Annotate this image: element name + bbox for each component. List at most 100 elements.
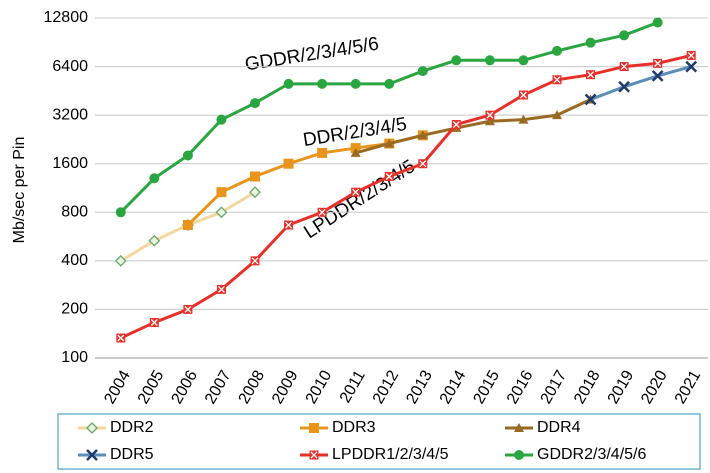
- y-tick-label: 800: [61, 204, 88, 221]
- marker-cross: [486, 111, 494, 119]
- series-line: [590, 65, 692, 101]
- marker: [651, 70, 664, 82]
- marker: [417, 66, 428, 77]
- marker: [350, 78, 361, 89]
- marker: [619, 30, 630, 41]
- marker: [685, 60, 698, 73]
- series-line: [120, 53, 692, 340]
- y-tick-label: 1600: [52, 155, 88, 172]
- marker-cross: [217, 285, 225, 293]
- marker: [216, 187, 227, 198]
- marker-cross: [184, 305, 192, 313]
- marker: [114, 254, 127, 267]
- legend-marker: [514, 450, 524, 460]
- marker: [317, 207, 327, 217]
- legend-marker: [309, 450, 319, 460]
- marker: [484, 116, 495, 126]
- marker: [585, 37, 596, 48]
- marker: [418, 159, 428, 169]
- marker: [484, 55, 495, 66]
- x-tick-label: 2021: [672, 368, 705, 407]
- marker: [652, 17, 663, 28]
- marker: [182, 150, 193, 161]
- y-tick-label: 200: [61, 301, 88, 318]
- x-tick-label: 2006: [168, 368, 201, 407]
- marker-cross: [117, 334, 125, 342]
- marker: [384, 138, 395, 148]
- marker: [518, 90, 528, 100]
- marker: [384, 172, 394, 182]
- marker: [283, 158, 294, 169]
- marker-cross: [419, 160, 427, 168]
- marker-cross: [587, 71, 595, 79]
- x-tick-label: 2008: [236, 368, 269, 407]
- marker: [115, 207, 126, 218]
- x-tick-label: 2016: [504, 368, 537, 407]
- legend-label: GDDR2/3/4/5/6: [537, 446, 646, 463]
- y-tick-label: 100: [61, 349, 88, 366]
- marker: [250, 98, 260, 109]
- x-tick-label: 2018: [571, 368, 604, 407]
- x-tick-label: 2007: [202, 368, 235, 407]
- marker-cross: [310, 451, 318, 459]
- x-tick-label: 2004: [101, 368, 134, 407]
- marker: [216, 114, 227, 125]
- series-line: [355, 98, 592, 155]
- legend-marker: [86, 449, 98, 461]
- marker: [618, 80, 630, 93]
- marker: [619, 62, 629, 72]
- marker: [284, 220, 294, 230]
- x-tick-label: 2020: [638, 368, 671, 407]
- marker-cross: [318, 208, 326, 216]
- x-tick-label: 2014: [437, 368, 470, 407]
- x-tick-label: 2009: [269, 368, 302, 407]
- y-axis-label: Mb/sec per Pin: [11, 137, 28, 244]
- legend-marker: [514, 423, 524, 432]
- marker: [317, 78, 328, 89]
- marker: [149, 173, 160, 184]
- legend-label: DDR4: [537, 419, 581, 436]
- marker: [216, 284, 226, 294]
- marker: [350, 147, 361, 157]
- marker-cross: [150, 319, 158, 326]
- marker: [586, 70, 596, 80]
- marker: [182, 220, 193, 231]
- marker: [584, 93, 597, 106]
- x-tick-label: 2011: [337, 368, 369, 406]
- y-tick-label: 400: [61, 252, 88, 269]
- legend-label: DDR5: [110, 446, 154, 463]
- marker: [384, 78, 395, 89]
- marker: [552, 110, 562, 120]
- marker: [250, 256, 260, 266]
- marker-cross: [553, 76, 561, 84]
- marker: [518, 55, 529, 66]
- marker: [653, 58, 663, 68]
- marker-cross: [519, 91, 527, 99]
- marker: [451, 119, 461, 129]
- marker: [317, 147, 328, 158]
- legend-label: LPDDR1/2/3/4/5: [332, 446, 449, 463]
- marker-cross: [385, 173, 393, 180]
- x-tick-label: 2015: [470, 368, 503, 407]
- x-tick-label: 2010: [303, 368, 336, 407]
- legend-label: DDR2: [110, 419, 154, 436]
- marker-cross: [251, 257, 259, 265]
- x-tick-label: 2017: [538, 368, 571, 407]
- annotation: LPDDR/2/3/4/5: [300, 156, 419, 243]
- marker: [249, 186, 261, 199]
- marker-cross: [620, 63, 628, 71]
- marker: [215, 206, 228, 219]
- marker: [283, 78, 294, 89]
- marker: [552, 45, 562, 56]
- marker: [250, 171, 260, 182]
- marker: [686, 50, 696, 60]
- marker: [351, 187, 361, 197]
- x-tick-label: 2012: [370, 368, 403, 407]
- marker: [451, 55, 462, 66]
- marker: [149, 317, 159, 327]
- x-tick-label: 2013: [403, 368, 436, 407]
- marker: [148, 234, 161, 247]
- y-tick-label: 6400: [52, 58, 88, 75]
- marker: [552, 75, 562, 85]
- marker-cross: [285, 221, 293, 229]
